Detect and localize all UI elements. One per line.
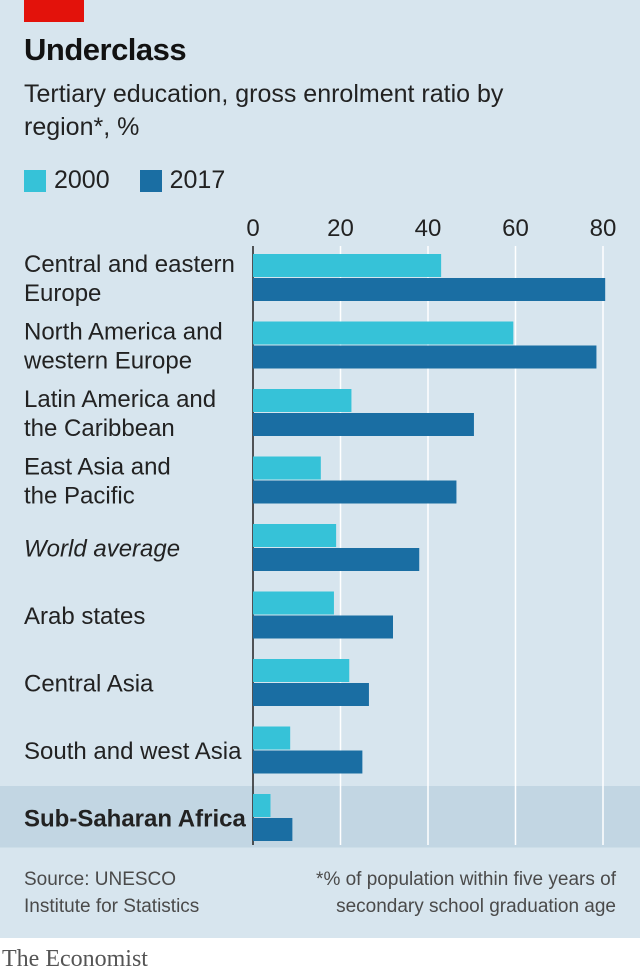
bar-2000-2 (253, 389, 352, 412)
category-label-6-0: Central Asia (24, 671, 154, 698)
bar-2017-2 (253, 413, 474, 436)
bar-2000-5 (253, 591, 334, 615)
category-label-8-0: Sub-Saharan Africa (24, 806, 246, 833)
category-label-3-1: the Pacific (24, 483, 135, 510)
category-label-0-1: Europe (24, 280, 101, 307)
tick-label-40: 40 (415, 215, 442, 242)
category-label-1-1: western Europe (23, 348, 192, 375)
category-label-4-0: World average (24, 536, 180, 563)
legend-swatch-2000 (24, 169, 46, 192)
legend-item-2000: 2000 (24, 166, 110, 195)
footnote-line-2: secondary school graduation age (336, 896, 616, 917)
category-label-7-0: South and west Asia (24, 738, 242, 765)
bar-2000-6 (253, 659, 350, 682)
bar-2017-4 (253, 548, 420, 571)
source-line-1: Source: UNESCO (24, 869, 177, 890)
tick-label-60: 60 (502, 215, 529, 242)
legend: 2000 2017 (24, 166, 255, 195)
bar-2000-7 (253, 726, 291, 750)
bar-2017-8 (253, 818, 293, 841)
bar-2000-1 (253, 321, 514, 345)
legend-label-2017: 2017 (169, 166, 226, 194)
bar-2017-0 (253, 278, 606, 301)
bar-2017-3 (253, 480, 457, 504)
footnote: *% of population within five years of se… (316, 866, 616, 920)
chart-title: Underclass (24, 32, 187, 67)
category-label-2-1: the Caribbean (24, 415, 175, 442)
tick-label-80: 80 (590, 215, 617, 242)
tick-label-0: 0 (246, 215, 259, 242)
legend-swatch-2017 (139, 169, 162, 192)
bar-2000-3 (253, 456, 321, 480)
category-label-2-0: Latin America and (24, 386, 216, 413)
legend-item-2017: 2017 (139, 166, 226, 195)
footnote-line-1: *% of population within five years of (316, 869, 616, 890)
category-label-5-0: Arab states (24, 603, 145, 630)
bar-2000-8 (253, 794, 271, 817)
category-label-0-0: Central and eastern (24, 251, 235, 278)
source-line-2: Institute for Statistics (24, 896, 200, 917)
category-label-1-0: North America and (24, 319, 223, 346)
bar-2000-4 (253, 524, 337, 547)
highlight-row (0, 786, 640, 848)
chart-subtitle: Tertiary education, gross enrolment rati… (24, 80, 504, 141)
legend-label-2000: 2000 (54, 166, 110, 194)
brand-accent-bar (24, 0, 84, 22)
bar-2017-7 (253, 750, 363, 774)
publisher-logo: The Economist (2, 946, 148, 972)
bar-2017-1 (253, 345, 597, 369)
bar-2017-6 (253, 683, 369, 706)
source-note: Source: UNESCO Institute for Statistics (24, 866, 199, 920)
bar-2000-0 (253, 254, 442, 277)
tick-label-20: 20 (327, 215, 354, 242)
category-label-3-0: East Asia and (24, 454, 171, 481)
bar-2017-5 (253, 615, 393, 639)
